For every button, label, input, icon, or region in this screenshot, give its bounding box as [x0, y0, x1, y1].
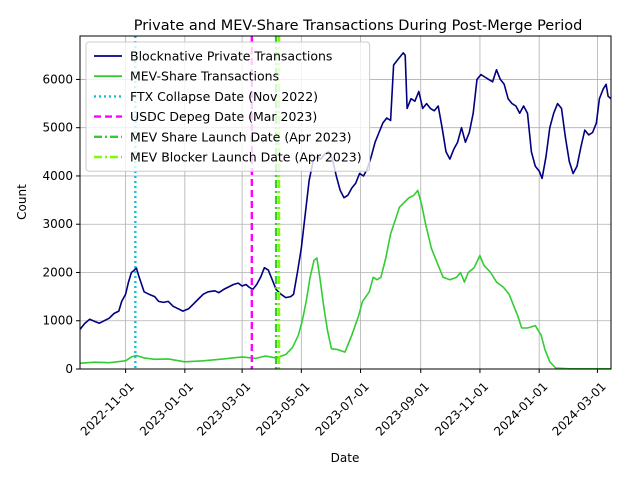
- legend: Blocknative Private Transactions MEV-Shar…: [85, 41, 371, 172]
- chart-title: Private and MEV-Share Transactions Durin…: [134, 18, 583, 34]
- legend-label: MEV Share Launch Date (Apr 2023): [130, 129, 352, 144]
- plot-frame: [79, 35, 612, 370]
- y-tick-label: 6000: [42, 72, 73, 86]
- legend-label: Blocknative Private Transactions: [130, 49, 332, 64]
- legend-label: FTX Collapse Date (Nov 2022): [130, 89, 318, 104]
- x-axis-label: Date: [331, 451, 360, 465]
- y-axis-label: Count: [15, 184, 29, 220]
- legend-label: USDC Depeg Date (Mar 2023): [130, 109, 317, 124]
- y-tick-label: 0: [65, 362, 73, 376]
- legend-box: [85, 41, 371, 172]
- y-tick-label: 1000: [42, 314, 73, 328]
- legend-label: MEV Blocker Launch Date (Apr 2023): [130, 150, 362, 165]
- y-tick-label: 3000: [42, 217, 73, 231]
- series-line-0: [79, 52, 612, 330]
- legend-label: MEV-Share Transactions: [130, 69, 279, 84]
- series-line-1: [79, 189, 611, 370]
- y-tick-label: 4000: [42, 169, 73, 183]
- series-layer: [79, 52, 612, 370]
- y-tick-label: 5000: [42, 121, 73, 135]
- y-tick-label: 2000: [42, 265, 73, 279]
